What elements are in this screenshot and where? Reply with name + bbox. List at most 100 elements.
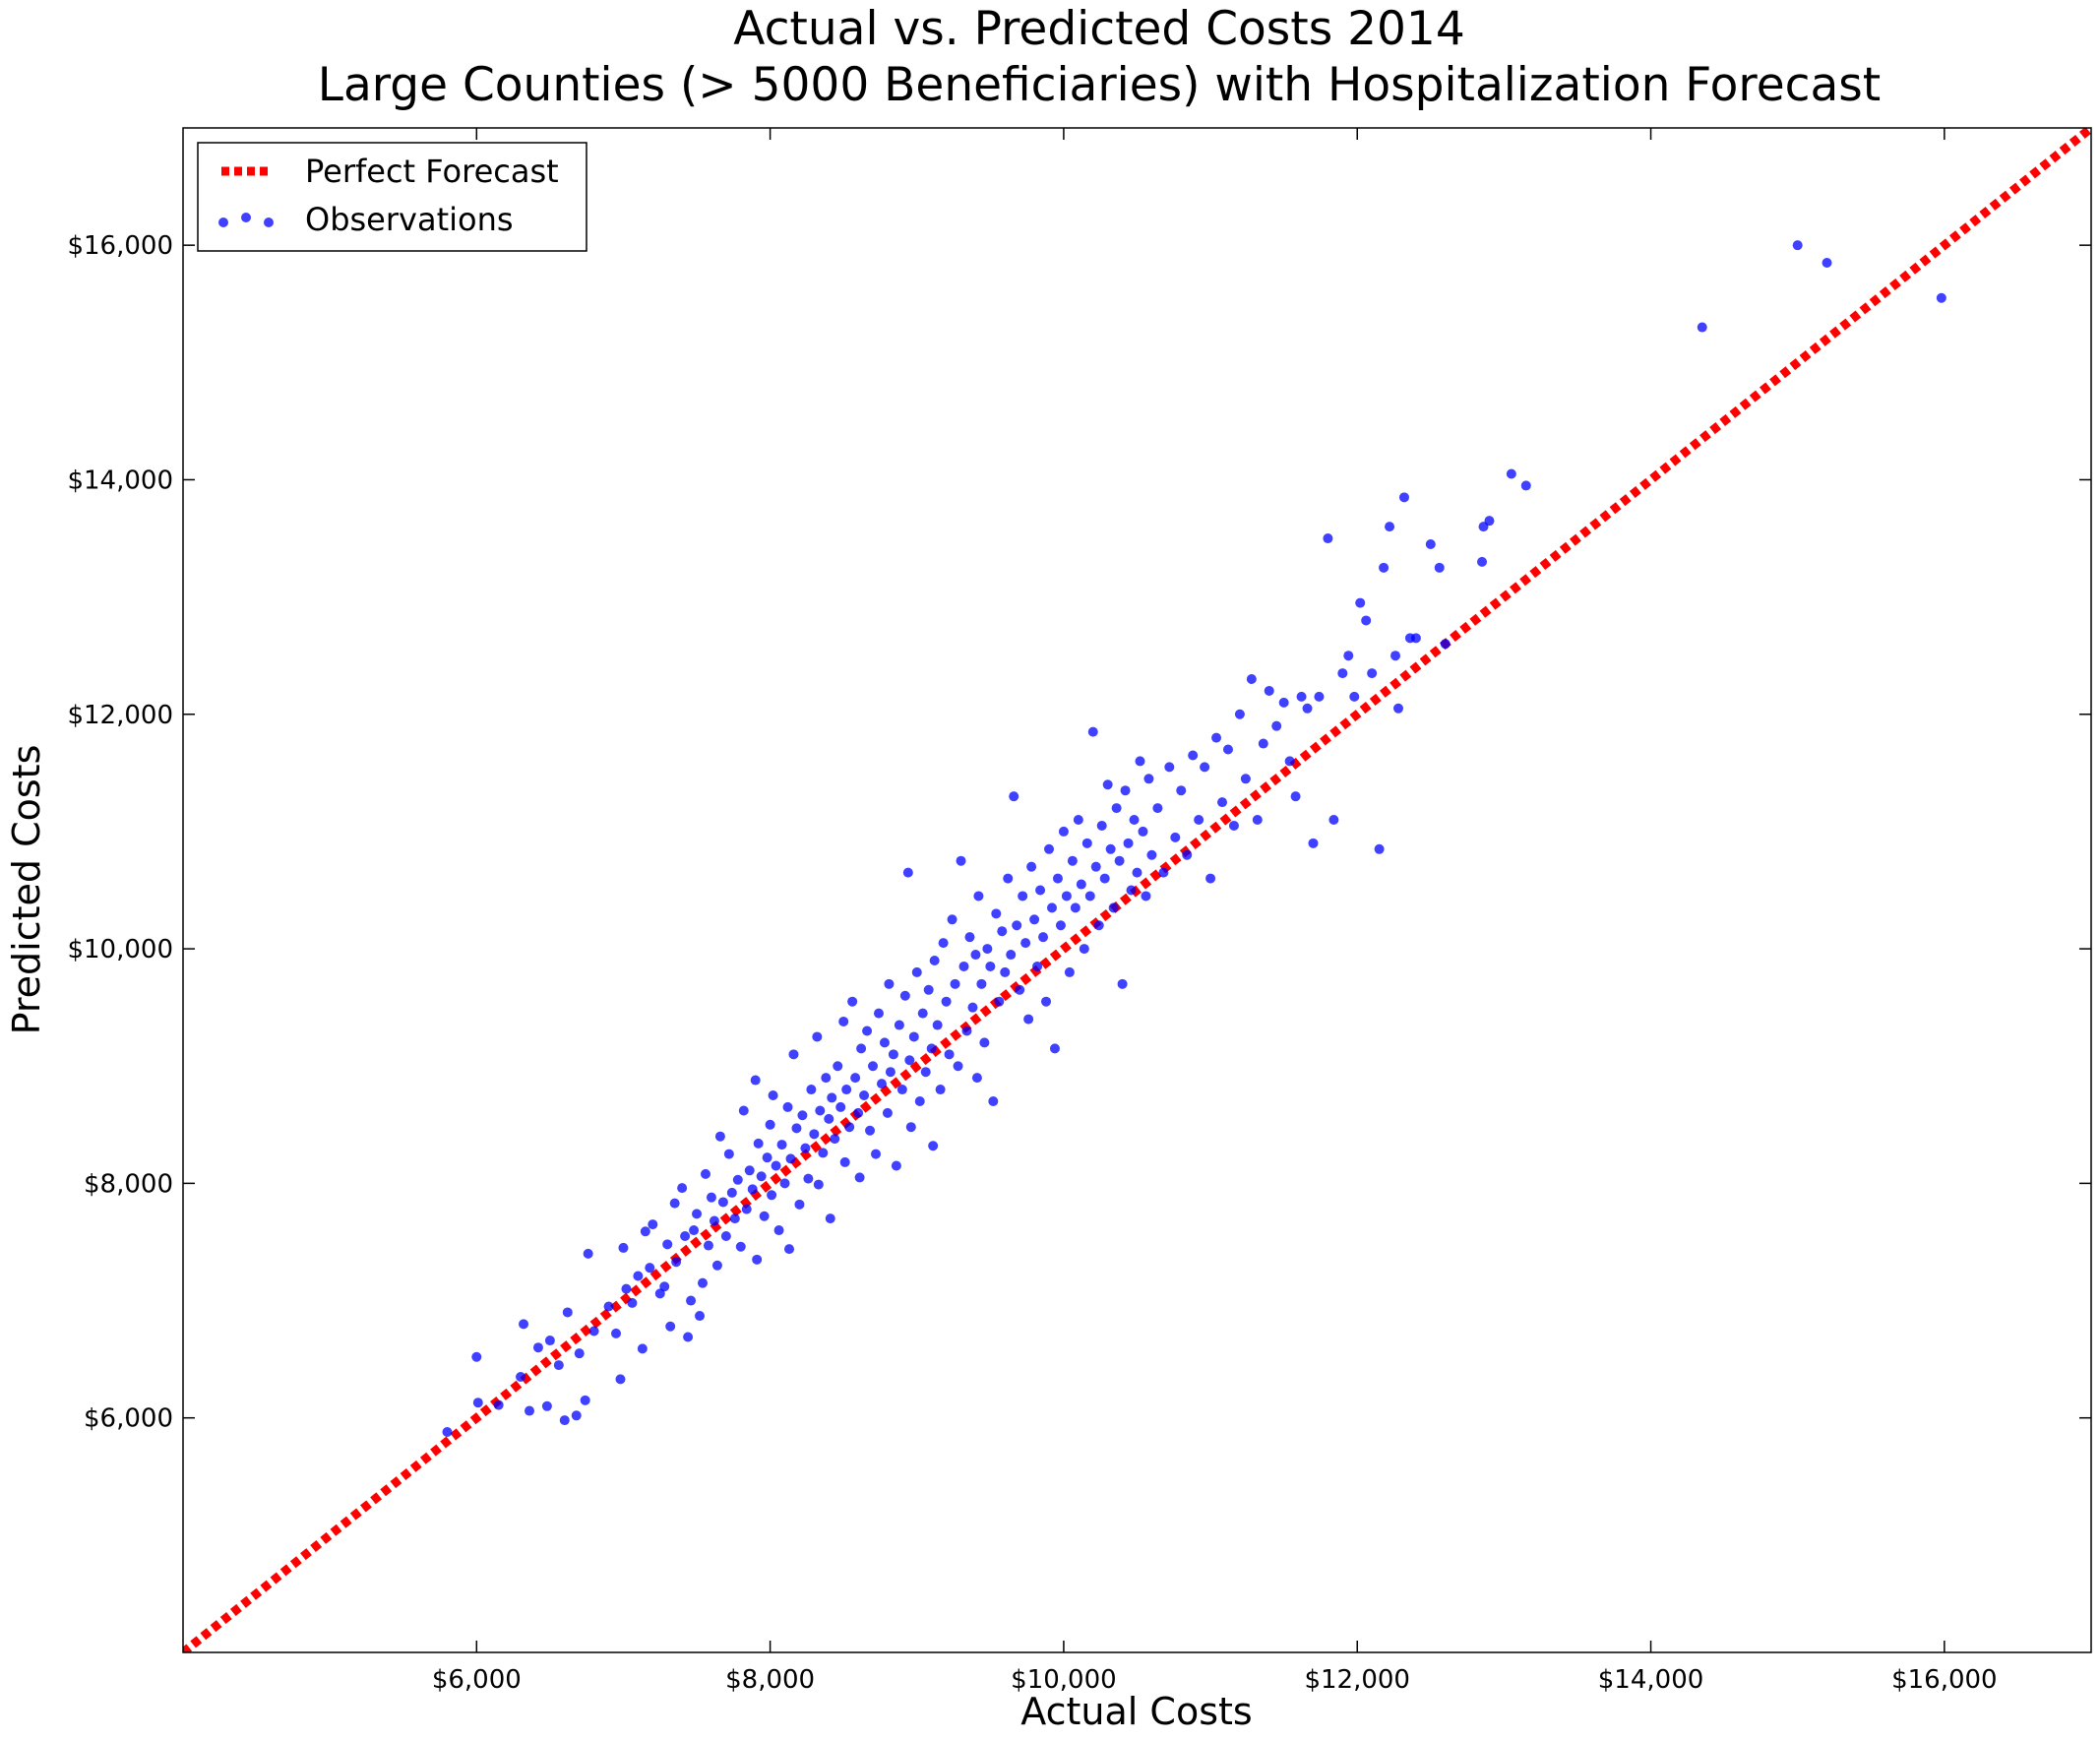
observation-point [559, 1415, 570, 1426]
observation-point [633, 1271, 644, 1281]
observation-point [669, 1198, 680, 1209]
observation-point [1222, 744, 1233, 755]
observation-point [1111, 803, 1122, 814]
observation-point [1012, 920, 1022, 931]
observation-point [1252, 815, 1263, 826]
legend-label-observations: Observations [305, 201, 514, 238]
observation-point [1477, 556, 1488, 567]
observation-point [648, 1219, 658, 1230]
observation-point [1126, 885, 1137, 896]
observation-point [1425, 538, 1436, 549]
observation-point [956, 855, 966, 866]
observation-point [1228, 820, 1239, 831]
observation-point [994, 996, 1005, 1007]
observation-point [773, 1225, 784, 1236]
observation-point [1020, 938, 1031, 949]
observation-point [1205, 873, 1216, 884]
observation-point [941, 996, 952, 1007]
observation-point [818, 1148, 829, 1158]
observation-point [588, 1326, 599, 1337]
legend: Perfect Forecast Observations [197, 142, 587, 252]
observation-point [1061, 891, 1072, 902]
observation-point [1105, 843, 1116, 854]
observation-point [741, 1204, 752, 1214]
observation-point [1361, 615, 1372, 626]
observation-point [1123, 838, 1134, 848]
plot-area [183, 128, 2091, 1652]
observation-point [1520, 480, 1531, 491]
observation-point [1015, 984, 1025, 995]
observation-point [615, 1374, 626, 1385]
observation-point [706, 1192, 716, 1203]
observation-point [950, 978, 960, 989]
observation-point [1240, 774, 1251, 784]
observation-point [985, 961, 996, 971]
observation-point [767, 1190, 777, 1201]
observation-point [627, 1297, 638, 1308]
observation-point [618, 1242, 629, 1253]
x-tick-label: $6,000 [432, 1665, 522, 1695]
observation-point [785, 1153, 796, 1164]
observation-point [967, 1002, 978, 1013]
observation-point [1108, 902, 1119, 913]
legend-dot-swatch [264, 218, 274, 227]
observation-point [905, 1122, 916, 1133]
observation-point [788, 1049, 799, 1060]
observation-point [806, 1085, 817, 1095]
observation-point [493, 1399, 504, 1410]
observation-point [929, 955, 940, 965]
observation-point [1349, 691, 1360, 702]
observation-point [723, 1149, 734, 1159]
observation-point [744, 1165, 755, 1176]
observation-point [519, 1319, 529, 1330]
observation-point [944, 1049, 955, 1060]
observation-point [885, 1067, 896, 1078]
y-axis-label: Predicted Costs [5, 745, 48, 1035]
observation-point [841, 1085, 852, 1095]
observation-point [1096, 820, 1107, 831]
observation-point [659, 1281, 670, 1292]
x-axis-label: Actual Costs [1020, 1690, 1252, 1733]
observation-point [1026, 861, 1037, 872]
observation-point [971, 1073, 982, 1084]
observation-point [879, 1037, 890, 1048]
observation-point [603, 1301, 614, 1312]
observation-point [472, 1398, 483, 1408]
observation-point [1135, 756, 1145, 767]
observation-point [1936, 292, 1946, 303]
plot-frame [182, 127, 2092, 1653]
observation-point [1081, 838, 1092, 848]
observation-point [1398, 492, 1409, 503]
observation-point [1367, 668, 1378, 679]
observation-point [1000, 966, 1011, 977]
observation-point [662, 1239, 673, 1250]
observation-point [914, 1095, 925, 1106]
observation-point [1308, 838, 1319, 848]
observation-point [1176, 785, 1187, 796]
observation-point [580, 1395, 590, 1405]
observation-point [1697, 322, 1707, 333]
observation-point [1271, 720, 1282, 731]
observation-point [771, 1160, 781, 1171]
observation-point [1246, 674, 1257, 685]
observation-point [791, 1123, 802, 1134]
y-axis: $6,000 $8,000 $10,000 $12,000 $14,000 $16,000 [67, 231, 2091, 1434]
observation-point [815, 1105, 826, 1116]
observation-point [1120, 785, 1131, 796]
observation-point [1029, 914, 1040, 925]
observation-point [735, 1241, 746, 1252]
observation-point [871, 1149, 882, 1159]
legend-frame [197, 142, 587, 252]
observation-point [525, 1405, 535, 1416]
observation-point [1822, 258, 1832, 269]
observation-point [953, 1061, 963, 1072]
observation-point [988, 1095, 999, 1106]
observation-point [899, 990, 910, 1001]
observation-point [794, 1199, 805, 1210]
observation-point [1194, 815, 1204, 826]
observation-point [726, 1187, 737, 1198]
y-tick-label: $8,000 [84, 1169, 173, 1199]
observation-point [853, 1107, 864, 1118]
observation-point [714, 1131, 725, 1142]
